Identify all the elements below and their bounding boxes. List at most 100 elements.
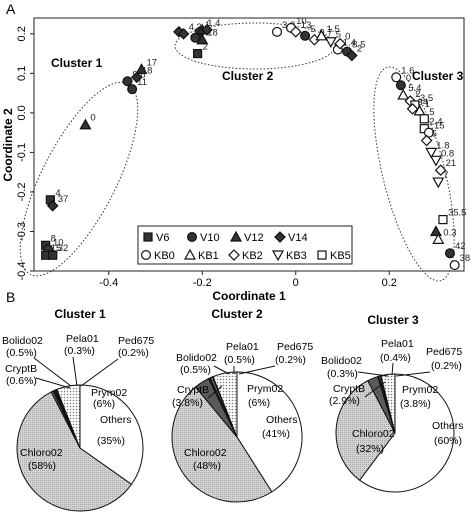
callout-line-pela01	[72, 356, 78, 387]
point-v12	[429, 225, 442, 237]
point-label: 2.4	[429, 117, 442, 128]
legend-label-kb1: KB1	[198, 250, 219, 262]
slice-label-ped675: Ped675	[118, 335, 154, 347]
legend-label-kb2: KB2	[242, 250, 263, 262]
callout-line-bolido02	[33, 357, 72, 387]
point-v12	[79, 118, 92, 130]
pie-chart-3: Cluster 3Others(60%)Chloro02(32%)CryptB(…	[321, 313, 464, 493]
point-label: 4	[55, 188, 60, 199]
legend-label-kb5: KB5	[330, 250, 351, 262]
point-label: 35.5	[448, 208, 467, 219]
y-tick-label: -0.1	[16, 143, 28, 162]
point-kb1	[413, 104, 426, 116]
pie-charts: Cluster 1Others(35%)Chloro02(58%)CryptB(…	[2, 307, 464, 512]
point-label: 10	[296, 16, 307, 27]
point-kb5	[438, 215, 448, 225]
legend-marker-kb2	[228, 249, 240, 261]
slice-value-cryptb: (3.8%)	[172, 397, 203, 409]
pie-slice-prym02	[56, 384, 81, 449]
y-tick-label: 0.1	[16, 66, 28, 81]
point-v12	[135, 63, 148, 74]
legend-box	[137, 225, 353, 265]
pie-slice-chloro02	[16, 391, 133, 512]
slice-label-chloro02: Chloro02	[184, 447, 227, 459]
slice-label-cryptb: CryptB	[177, 384, 209, 396]
legend: V6 V10 V12 V14 KB0 KB1 KB2 KB3 KB5	[137, 225, 353, 265]
slice-label-ped675: Ped675	[277, 341, 313, 353]
cluster-2-label: Cluster 2	[222, 69, 274, 83]
callout-line-ped675	[238, 365, 276, 375]
legend-label-kb0: KB0	[154, 250, 175, 262]
slice-label-cryptb: CryptB	[333, 383, 365, 395]
legend-label-v14: V14	[288, 232, 308, 244]
y-tick-label: 0.2	[16, 26, 28, 41]
cluster-3-outline	[373, 66, 455, 282]
slice-label-prym02: Prym02	[91, 387, 127, 399]
point-label: 5	[336, 30, 341, 41]
point-label: 8	[51, 233, 56, 244]
point-label: 1.6	[401, 65, 414, 76]
slice-value-pela01: (0.5%)	[224, 354, 255, 366]
point-kb0	[272, 26, 283, 37]
point-v6	[48, 250, 58, 260]
point-label: 6	[200, 26, 205, 37]
y-tick-label: -0.4	[16, 262, 28, 281]
slice-value-pela01: (0.3%)	[64, 345, 95, 357]
pie-title: Cluster 2	[211, 307, 263, 321]
point-label: 5	[310, 24, 315, 35]
slice-value-chloro02: (58%)	[28, 460, 56, 472]
slice-value-prym02: (6%)	[93, 398, 115, 410]
scatter-plot: -0.4 -0.2 0 0.2 -0.4 -0.3 -0.2 -0.1 0.0 0.1 0.2 Cl…	[1, 16, 470, 303]
point-label: 0	[345, 32, 350, 43]
point-label: 1.8	[436, 140, 449, 151]
slice-value-prym02: (6%)	[248, 397, 270, 409]
point-kb2	[420, 134, 433, 147]
slice-value-ped675: (0.2%)	[431, 360, 462, 372]
point-label: 1	[425, 99, 430, 110]
point-v10	[395, 80, 406, 91]
point-label: 0	[90, 113, 95, 124]
slice-label-others: Others	[266, 414, 298, 426]
slice-value-others: (60%)	[434, 435, 462, 447]
point-kb1	[397, 88, 410, 100]
pie-slice-chloro02	[171, 386, 273, 503]
point-label: 2	[203, 42, 208, 53]
point-v10	[444, 248, 455, 259]
x-tick-label: 0.2	[382, 277, 397, 289]
cluster-1-label: Cluster 1	[51, 56, 103, 70]
point-kb3	[324, 37, 337, 48]
legend-marker-v10	[187, 232, 198, 243]
legend-label-v12: V12	[244, 232, 264, 244]
point-v6	[192, 48, 203, 59]
point-label: 9.8	[132, 69, 145, 80]
point-label: 15	[434, 121, 445, 132]
pie-chart-1: Cluster 1Others(35%)Chloro02(58%)CryptB(…	[2, 307, 154, 512]
y-axis-label: Coordinate 2	[1, 108, 15, 182]
point-kb2	[434, 164, 447, 177]
pie-title: Cluster 3	[367, 313, 419, 327]
slice-label-chloro02: Chloro02	[20, 447, 63, 459]
y-tick-label: -0.2	[16, 182, 28, 201]
slice-value-ped675: (0.2%)	[118, 347, 149, 359]
point-kb1	[432, 233, 445, 244]
callout-line-bolido02	[213, 365, 230, 375]
slice-label-chloro02: Chloro02	[352, 428, 395, 440]
slice-label-bolido02: Bolido02	[2, 335, 43, 347]
plot-frame	[33, 17, 465, 272]
point-label: 17	[147, 57, 158, 68]
point-kb3	[429, 155, 442, 167]
point-label: 4.3	[189, 22, 202, 33]
callout-line-ped675	[80, 358, 119, 387]
slice-label-prym02: Prym02	[247, 383, 283, 395]
pie-title: Cluster 1	[54, 307, 106, 321]
panel-label-a: A	[6, 1, 16, 17]
point-label: 10	[53, 237, 64, 248]
slice-value-others: (35%)	[97, 435, 125, 447]
x-tick-label: -0.2	[193, 277, 212, 289]
pie-slice-others	[79, 384, 144, 486]
slice-label-pela01: Pela01	[381, 338, 414, 350]
slice-value-chloro02: (48%)	[193, 460, 221, 472]
x-tick-label: 0	[293, 277, 299, 289]
point-kb2	[334, 37, 346, 50]
